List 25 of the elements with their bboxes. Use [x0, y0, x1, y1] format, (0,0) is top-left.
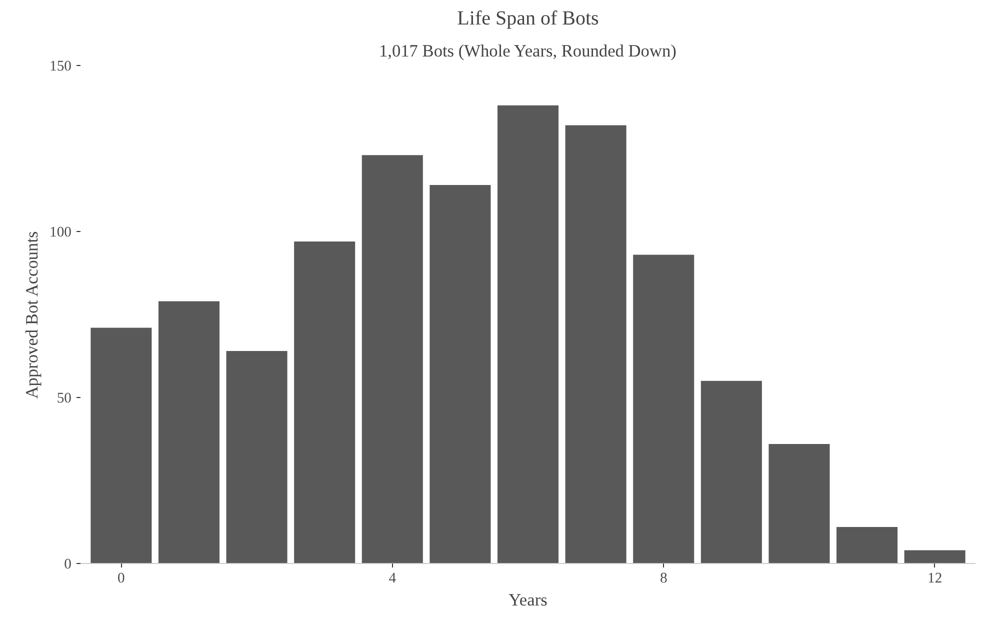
y-tick-label: 0	[64, 556, 72, 572]
x-tick-label: 0	[118, 570, 125, 586]
bar	[836, 526, 898, 564]
y-tick-label: 50	[56, 390, 72, 406]
bar	[497, 105, 559, 564]
bar	[430, 185, 491, 564]
bar	[565, 125, 626, 564]
bar	[362, 155, 423, 564]
x-axis-title: Years	[508, 590, 548, 610]
x-tick-label: 12	[927, 570, 942, 586]
y-tick-label: 100	[50, 224, 72, 240]
chart-subtitle: 1,017 Bots (Whole Years, Rounded Down)	[378, 42, 677, 60]
bar	[90, 328, 152, 564]
bar	[158, 301, 220, 564]
bar	[904, 550, 966, 564]
bar	[294, 241, 356, 564]
bar	[700, 380, 762, 564]
x-tick-label: 8	[660, 570, 668, 586]
chart-title: Life Span of Bots	[457, 8, 600, 30]
y-axis-title: Approved Bot Accounts	[22, 230, 42, 399]
bar	[226, 351, 288, 564]
x-tick-label: 4	[388, 570, 397, 586]
bar	[633, 254, 694, 564]
bar	[768, 444, 830, 564]
y-tick-label: 150	[50, 58, 72, 74]
